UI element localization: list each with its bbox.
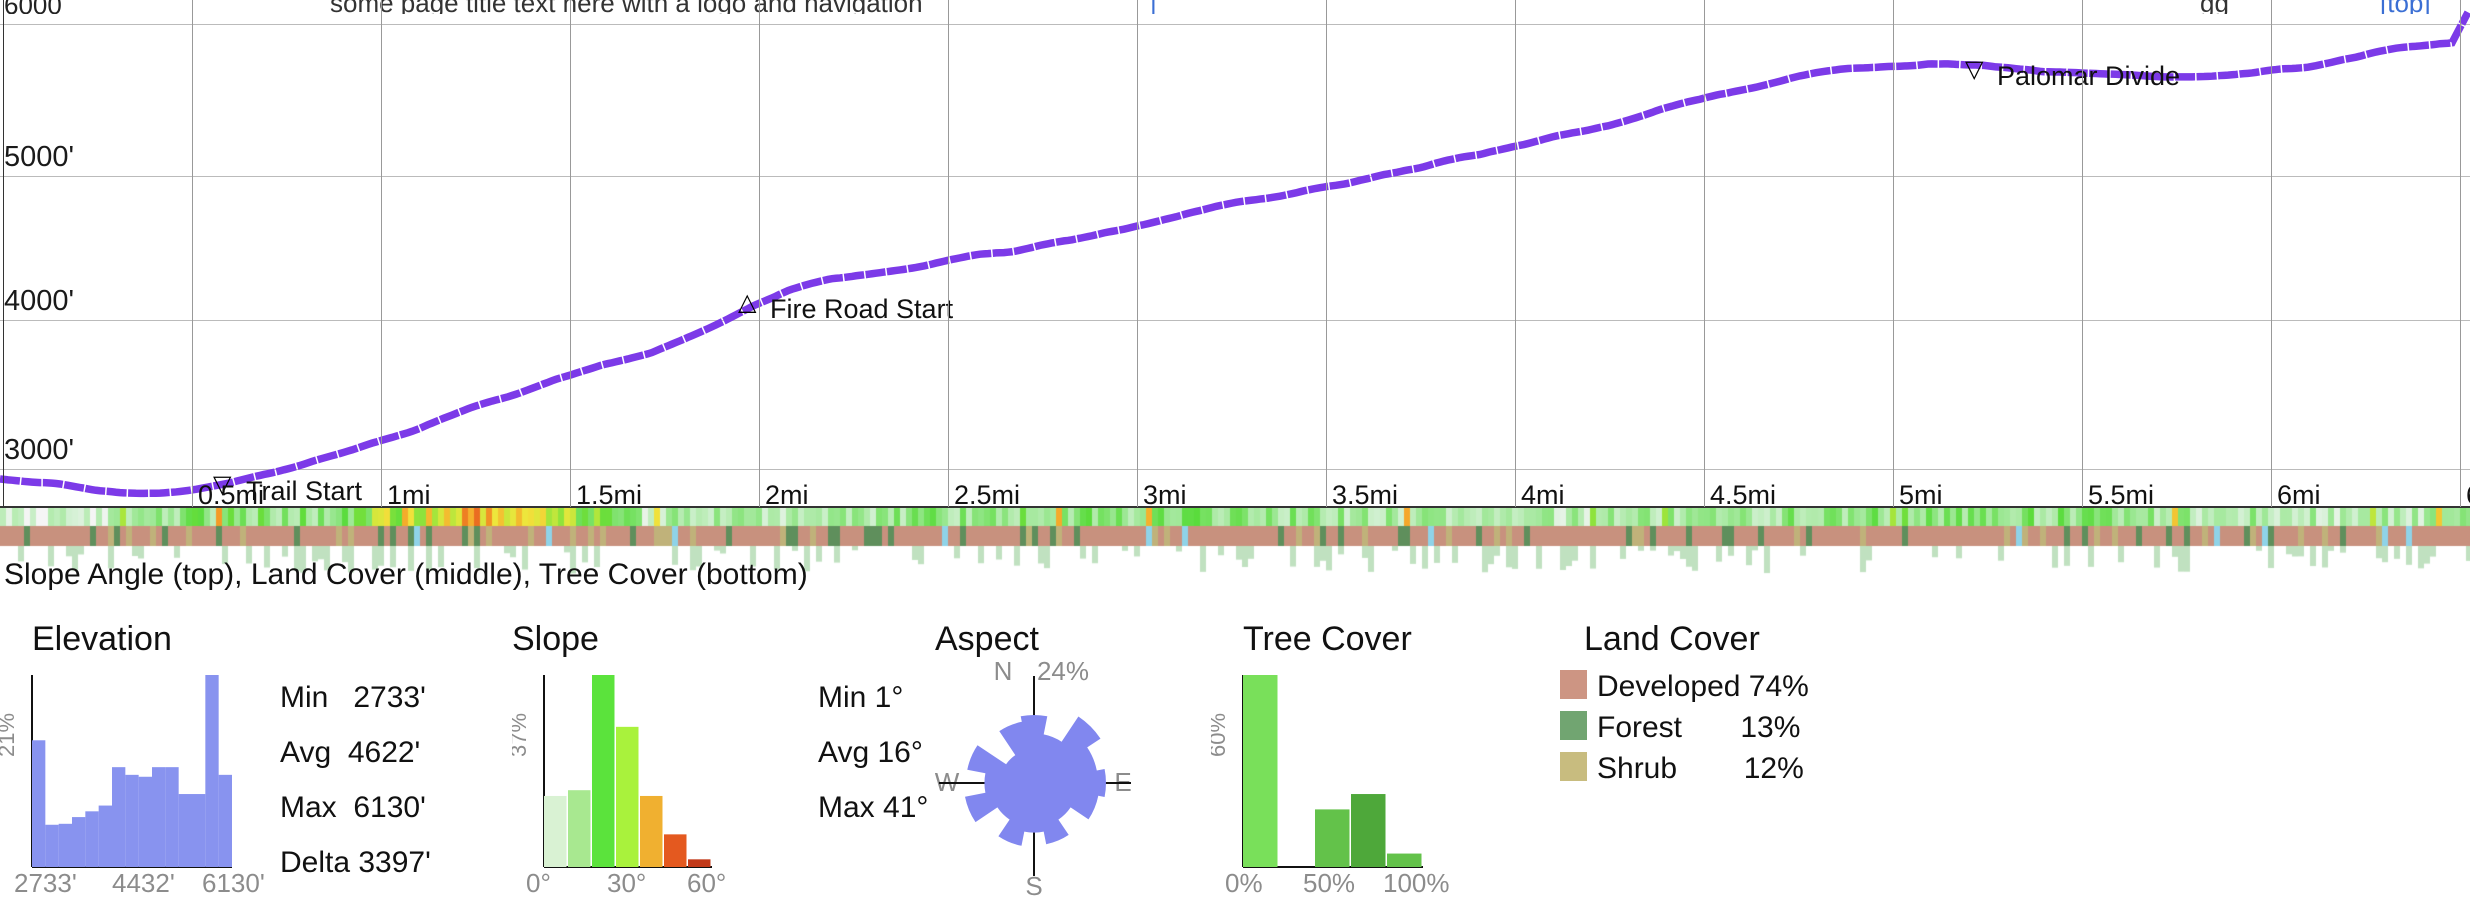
- svg-text:37%: 37%: [512, 713, 531, 757]
- svg-text:60%: 60%: [1211, 713, 1230, 757]
- svg-text:21%: 21%: [0, 713, 19, 757]
- svg-text:N: N: [994, 658, 1013, 686]
- svg-text:24%: 24%: [1037, 658, 1089, 686]
